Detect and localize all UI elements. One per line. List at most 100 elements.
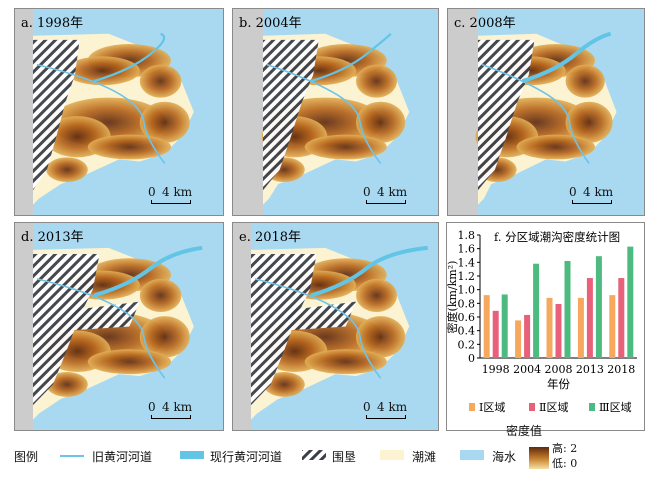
scale-bar: 0 4 km (363, 400, 423, 420)
y-tick-label: 1.0 (458, 284, 476, 297)
bar-2008-2 (555, 304, 562, 358)
old-river-channel (254, 278, 382, 379)
panel-title: c. 2008年 (454, 16, 516, 31)
density-patch (139, 278, 182, 313)
tidal-flat-swatch (380, 450, 404, 460)
bar-2018-2 (618, 278, 625, 358)
map-panel-b: b. 2004年 0 4 km (232, 8, 439, 216)
density-chart: f. 分区域潮沟密度统计图 00.20.40.60.81.01.21.41.61.… (445, 229, 637, 414)
reclamation-swatch (302, 450, 326, 460)
legend-sea: 海水 (492, 450, 517, 464)
density-patch (565, 64, 605, 98)
y-tick-label: 0.8 (458, 297, 476, 310)
bar-2018-1 (609, 295, 616, 358)
y-tick-label: 0.2 (458, 338, 476, 351)
bar-2004-2 (524, 314, 531, 358)
bar-2004-3 (533, 263, 540, 358)
scale-bar: 0 4 km (569, 185, 629, 205)
bar-1998-1 (483, 295, 490, 358)
current-river-channel (93, 245, 203, 298)
old-river-channel (36, 63, 166, 164)
bar-1998-2 (492, 310, 499, 358)
current-river-channel (310, 245, 428, 298)
map-d (15, 223, 203, 430)
scale-label: 4 km (377, 185, 408, 199)
map-a (15, 9, 194, 215)
scale-bar-line (151, 200, 191, 204)
bar-1998-3 (501, 294, 508, 358)
series-swatch (469, 403, 475, 411)
scale-zero: 0 (569, 185, 577, 199)
scale-bar-line (366, 415, 406, 419)
density-patch (139, 316, 190, 358)
legend-title: 图例 (14, 450, 39, 464)
density-patch (46, 372, 88, 397)
reclamation-area (33, 39, 80, 191)
land-area (15, 223, 33, 430)
map-e (233, 223, 428, 430)
chart-title: f. 分区域潮沟密度统计图 (494, 230, 620, 244)
map-panel-a: a. 1998年 0 4 km (14, 8, 224, 216)
y-tick-label: 1.6 (458, 243, 476, 256)
legend-density-high: 高: 2 (552, 442, 578, 455)
series-label: Ⅲ区域 (599, 401, 632, 414)
series-label: Ⅱ区域 (539, 401, 568, 414)
reclamation-area (263, 39, 319, 191)
scale-bar: 0 4 km (148, 185, 208, 205)
density-patch (565, 101, 613, 143)
density-patch (139, 101, 190, 143)
series-swatch (589, 403, 595, 411)
x-axis-label: 年份 (547, 377, 570, 391)
scale-bar: 0 4 km (148, 400, 208, 420)
current-river-swatch (180, 451, 204, 459)
land-area (15, 9, 33, 215)
scale-zero: 0 (148, 400, 156, 414)
density-patch (139, 64, 182, 98)
density-patch (356, 64, 397, 98)
bar-2008-1 (546, 297, 553, 358)
y-tick-label: 0.6 (458, 311, 476, 324)
x-tick-label: 2013 (576, 363, 604, 376)
legend-density-title: 密度值 (506, 424, 543, 438)
bar-2018-3 (627, 246, 634, 358)
scale-zero: 0 (363, 185, 371, 199)
legend-current-river: 现行黄河河道 (210, 450, 283, 464)
sea-swatch (460, 450, 484, 460)
map-b (233, 9, 410, 215)
old-river-channel (36, 278, 166, 379)
density-patch (46, 157, 88, 183)
land-area (448, 9, 478, 215)
panel-title: b. 2004年 (239, 16, 302, 31)
legend-density-low: 低: 0 (552, 457, 578, 470)
series-swatch (529, 403, 535, 411)
scale-label: 4 km (583, 185, 614, 199)
bar-2013-1 (577, 297, 584, 358)
legend-old-river: 旧黄河河道 (92, 450, 153, 464)
y-tick-label: 1.2 (458, 270, 476, 283)
density-patch (356, 101, 406, 143)
land-area (233, 9, 263, 215)
scale-label: 4 km (162, 400, 193, 414)
old-river-channel (266, 63, 382, 164)
bar-2013-3 (595, 256, 602, 358)
scale-bar-line (366, 200, 406, 204)
scale-bar: 0 4 km (363, 185, 423, 205)
bar-2004-1 (515, 320, 522, 358)
panel-title: a. 1998年 (21, 16, 84, 31)
series-label: Ⅰ区域 (479, 401, 505, 414)
bar-2008-3 (564, 260, 571, 358)
old-river-channel (481, 63, 590, 164)
scale-bar-line (151, 415, 191, 419)
reclamation-area (478, 39, 535, 191)
density-chart-panel: f. 分区域潮沟密度统计图 0 0.2 0.4 0.6 0.8 1.0 1.2 1.4 1.6 1.… (445, 222, 645, 431)
scale-label: 4 km (162, 185, 193, 199)
density-patch (356, 278, 397, 313)
panel-title: e. 2018年 (239, 230, 302, 245)
current-river-channel (310, 32, 392, 83)
scale-zero: 0 (148, 185, 156, 199)
x-tick-label: 2004 (513, 363, 541, 376)
land-area (233, 223, 251, 430)
legend-tidal-flat: 潮滩 (412, 450, 437, 464)
scale-zero: 0 (363, 400, 371, 414)
map-legend: 图例 旧黄河河道 现行黄河河道 围垦 潮滩 海水 高: 2 低: 0 密度值 (0, 424, 650, 478)
